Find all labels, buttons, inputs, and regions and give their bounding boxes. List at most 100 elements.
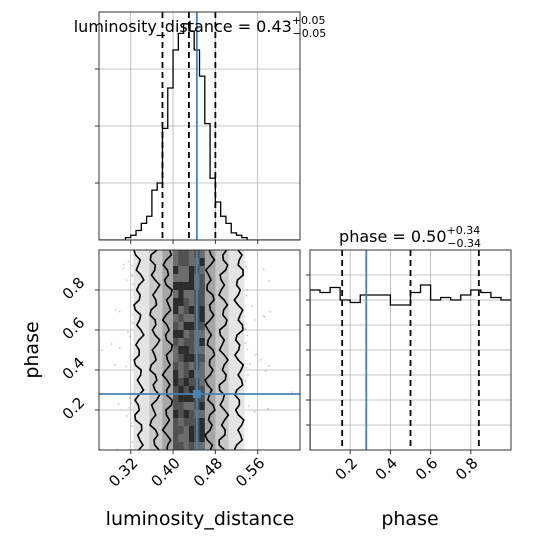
density-cell <box>188 426 195 434</box>
sample-point <box>247 374 249 376</box>
density-cell <box>173 354 179 362</box>
phase-histogram-panel: 0.2 0.4 0.6 0.8 phase = 0.50+0.34 −0.34 phas… <box>306 224 512 530</box>
density-cell <box>173 266 179 274</box>
density-cell <box>188 298 195 306</box>
density-cell <box>173 434 179 442</box>
x-tick-label: 0.40 <box>148 454 184 490</box>
axes-frame <box>98 249 301 451</box>
title-superscript: +0.05 <box>292 14 326 27</box>
density-cell <box>188 322 195 330</box>
sample-point <box>260 358 262 361</box>
density-cell <box>188 378 195 386</box>
density-cell <box>199 298 205 306</box>
density-cell <box>199 250 205 258</box>
sample-point <box>244 380 247 383</box>
sample-point <box>117 402 120 405</box>
density-cell <box>183 378 189 386</box>
density-cell <box>188 418 195 426</box>
sample-point <box>114 364 117 366</box>
density-cell <box>199 330 205 338</box>
density-cell <box>188 290 195 298</box>
y-tick-label: 0.4 <box>59 354 89 384</box>
sample-point <box>130 273 133 276</box>
density-cell <box>183 274 189 282</box>
density-cell <box>199 426 205 434</box>
density-cell <box>173 370 179 378</box>
title-main: phase = 0.50 <box>339 227 446 246</box>
density-cell <box>188 346 195 354</box>
density-cell <box>183 306 189 314</box>
sample-point <box>125 415 128 417</box>
density-cell <box>178 314 184 322</box>
density-cell <box>178 402 184 410</box>
density-cell <box>183 258 189 266</box>
density-cell <box>188 338 195 346</box>
density-cell <box>178 434 184 442</box>
sample-point <box>262 315 265 318</box>
density-cell <box>188 386 195 394</box>
density-cell <box>173 418 179 426</box>
sample-point <box>131 424 133 427</box>
sample-point <box>110 343 113 345</box>
density-cell <box>183 298 189 306</box>
density-cell <box>183 418 189 426</box>
density-cell <box>183 402 189 410</box>
density-cell <box>173 410 179 418</box>
truth-crosshair <box>99 250 300 450</box>
sample-point <box>130 402 133 405</box>
density-cell <box>178 282 184 290</box>
density-cell <box>173 322 179 330</box>
sample-point <box>245 366 248 369</box>
density-cell <box>199 338 205 346</box>
density-cell <box>178 362 184 370</box>
tick-labels: 0.2 0.4 0.6 0.8 <box>306 274 482 484</box>
sample-point <box>125 365 128 368</box>
x-axis-label: phase <box>381 508 438 530</box>
density-cell <box>178 442 184 450</box>
density-cell <box>178 378 184 386</box>
density-cell <box>173 386 179 394</box>
x-tick-label: 0.48 <box>190 454 226 490</box>
density-cell <box>183 266 189 274</box>
density-cell <box>199 258 205 266</box>
density-cell <box>178 290 184 298</box>
contour-lines <box>133 250 245 450</box>
panel-title: luminosity_distance = 0.43+0.05 −0.05 <box>74 14 327 40</box>
y-tick-label: 0.8 <box>59 274 89 304</box>
density-cell <box>188 330 195 338</box>
contour-line <box>149 250 161 450</box>
histogram-steps <box>99 23 300 240</box>
density-cell <box>199 290 205 298</box>
sample-point <box>266 408 269 410</box>
sample-point <box>122 267 125 270</box>
density-cell <box>173 314 179 322</box>
density-cell <box>188 434 195 442</box>
density-cell <box>173 282 179 290</box>
title-superscript: +0.34 <box>447 224 481 237</box>
sample-point <box>244 342 247 344</box>
density-cell <box>173 402 179 410</box>
density-cell <box>173 362 179 370</box>
y-axis-label: phase <box>21 321 43 378</box>
density-cell <box>173 338 179 346</box>
density-cell <box>173 346 179 354</box>
density-cell <box>188 402 195 410</box>
sample-point <box>125 279 128 282</box>
sample-point <box>250 305 253 307</box>
sample-point <box>244 327 246 330</box>
density-cell <box>199 266 205 274</box>
x-tick-label: 0.4 <box>372 454 402 484</box>
sample-point <box>131 441 134 443</box>
density-cell <box>178 322 184 330</box>
title-subscript: −0.34 <box>447 237 481 250</box>
sample-point <box>244 265 247 268</box>
density-cell <box>173 290 179 298</box>
quantile-lines <box>161 12 217 240</box>
x-tick-label: 0.8 <box>452 454 482 484</box>
density-cell <box>178 394 184 402</box>
density-cell <box>178 298 184 306</box>
density-cell <box>199 322 205 330</box>
sample-point <box>100 349 103 352</box>
density-grid <box>133 250 245 450</box>
